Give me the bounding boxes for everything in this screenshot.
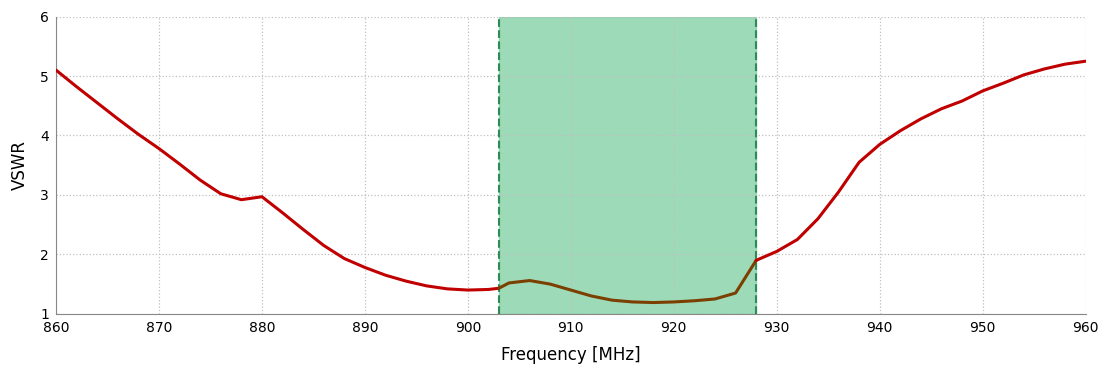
Y-axis label: VSWR: VSWR — [11, 140, 29, 190]
X-axis label: Frequency [MHz]: Frequency [MHz] — [501, 346, 640, 364]
Bar — [498, 16, 756, 314]
